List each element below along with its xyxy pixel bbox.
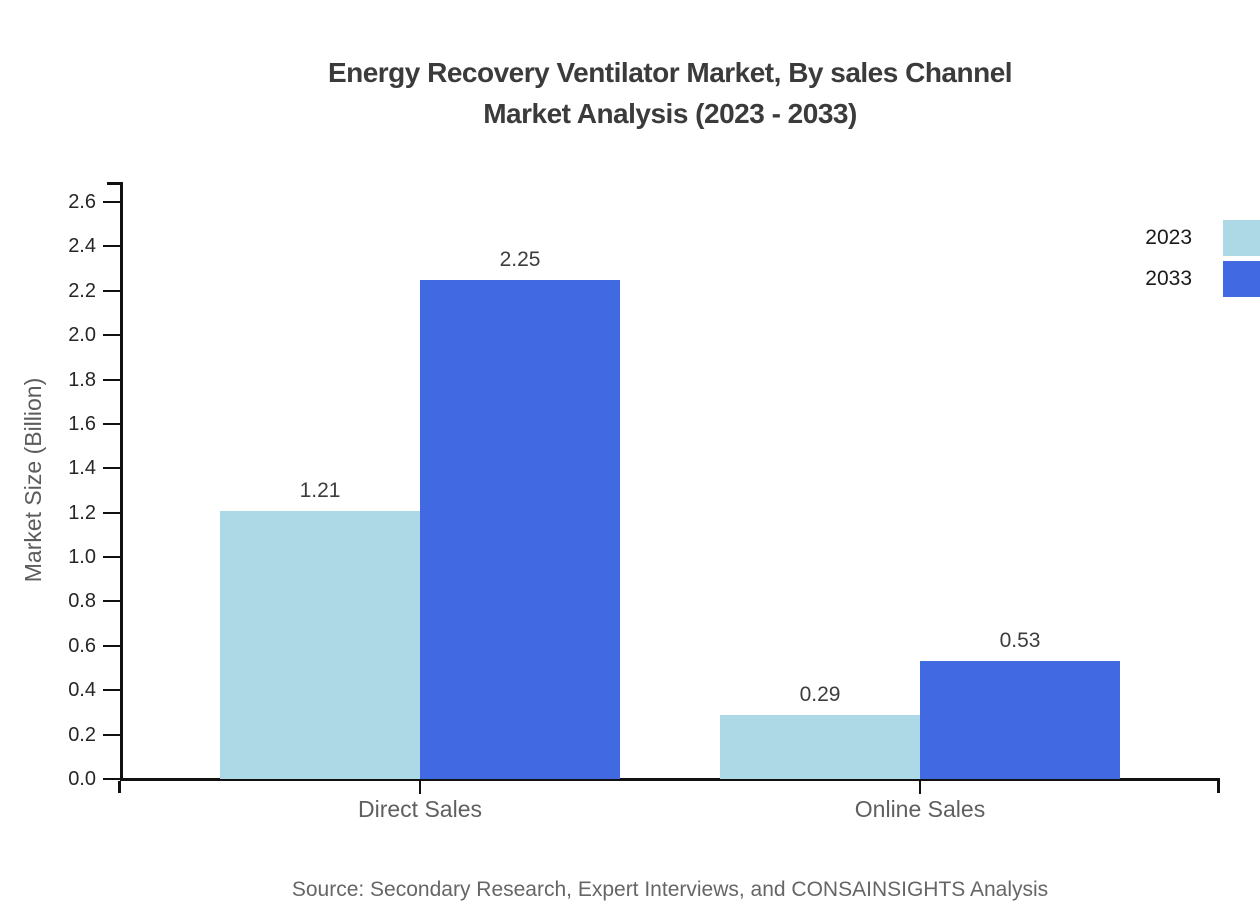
y-tick-label: 0.4 xyxy=(68,679,96,701)
bar-direct-sales-2023 xyxy=(220,511,420,779)
y-tick-mark xyxy=(103,423,120,425)
bar-value-label: 2.25 xyxy=(499,248,541,271)
y-tick-label: 1.0 xyxy=(68,546,96,568)
y-tick-label: 0.8 xyxy=(68,590,96,612)
y-tick-mark xyxy=(103,290,120,292)
y-tick-label: 2.4 xyxy=(68,235,96,257)
x-tick-mark xyxy=(419,781,421,794)
y-tick-mark xyxy=(103,778,120,780)
x-axis-left-cap xyxy=(118,781,121,793)
x-category-label-0: Direct Sales xyxy=(358,796,482,822)
y-tick-mark xyxy=(103,512,120,514)
y-tick-mark xyxy=(103,734,120,736)
x-category-label-1: Online Sales xyxy=(854,796,986,822)
y-tick-label: 0.2 xyxy=(68,724,96,746)
y-axis-spine xyxy=(120,182,123,781)
bar-value-label: 1.21 xyxy=(299,479,341,502)
y-tick-mark xyxy=(103,467,120,469)
y-tick-mark xyxy=(103,645,120,647)
y-tick-label: 2.6 xyxy=(68,191,96,213)
legend-item-2033: 2033 xyxy=(1000,261,1260,297)
y-tick-label: 0.6 xyxy=(68,635,96,657)
bar-direct-sales-2033 xyxy=(420,280,620,779)
source-note: Source: Secondary Research, Expert Inter… xyxy=(291,878,1049,901)
legend-color-swatch xyxy=(1223,261,1260,297)
y-tick-label: 1.8 xyxy=(68,369,96,391)
bar-online-sales-2033 xyxy=(920,661,1120,779)
y-tick-mark xyxy=(103,201,120,203)
y-tick-mark xyxy=(103,689,120,691)
y-tick-mark xyxy=(103,379,120,381)
y-tick-mark xyxy=(103,334,120,336)
y-tick-mark xyxy=(103,600,120,602)
legend-color-swatch xyxy=(1223,220,1260,256)
legend-item-2023: 2023 xyxy=(1000,220,1260,256)
bar-online-sales-2023 xyxy=(720,715,920,779)
y-tick-label: 1.6 xyxy=(68,413,96,435)
chart-title-line2: Market Analysis (2023 - 2033) xyxy=(483,98,857,129)
chart-title-line1: Energy Recovery Ventilator Market, By sa… xyxy=(327,57,1013,88)
y-tick-label: 2.0 xyxy=(68,324,96,346)
bar-value-label: 0.29 xyxy=(799,683,841,706)
chart-title: Energy Recovery Ventilator Market, By sa… xyxy=(120,52,1220,134)
bar-value-label: 0.53 xyxy=(999,629,1041,652)
y-tick-label: 1.2 xyxy=(68,502,96,524)
x-tick-mark xyxy=(919,781,921,794)
x-axis-spine xyxy=(120,778,1220,781)
y-tick-mark xyxy=(103,556,120,558)
y-tick-label: 2.2 xyxy=(68,280,96,302)
y-tick-label: 1.4 xyxy=(68,457,96,479)
legend-item-label: 2023 xyxy=(1145,226,1192,249)
y-tick-label: 0.0 xyxy=(68,768,96,790)
legend-item-label: 2033 xyxy=(1145,267,1192,290)
x-axis-right-cap xyxy=(1217,781,1220,793)
y-axis-end-cap xyxy=(107,182,121,185)
y-tick-mark xyxy=(103,245,120,247)
